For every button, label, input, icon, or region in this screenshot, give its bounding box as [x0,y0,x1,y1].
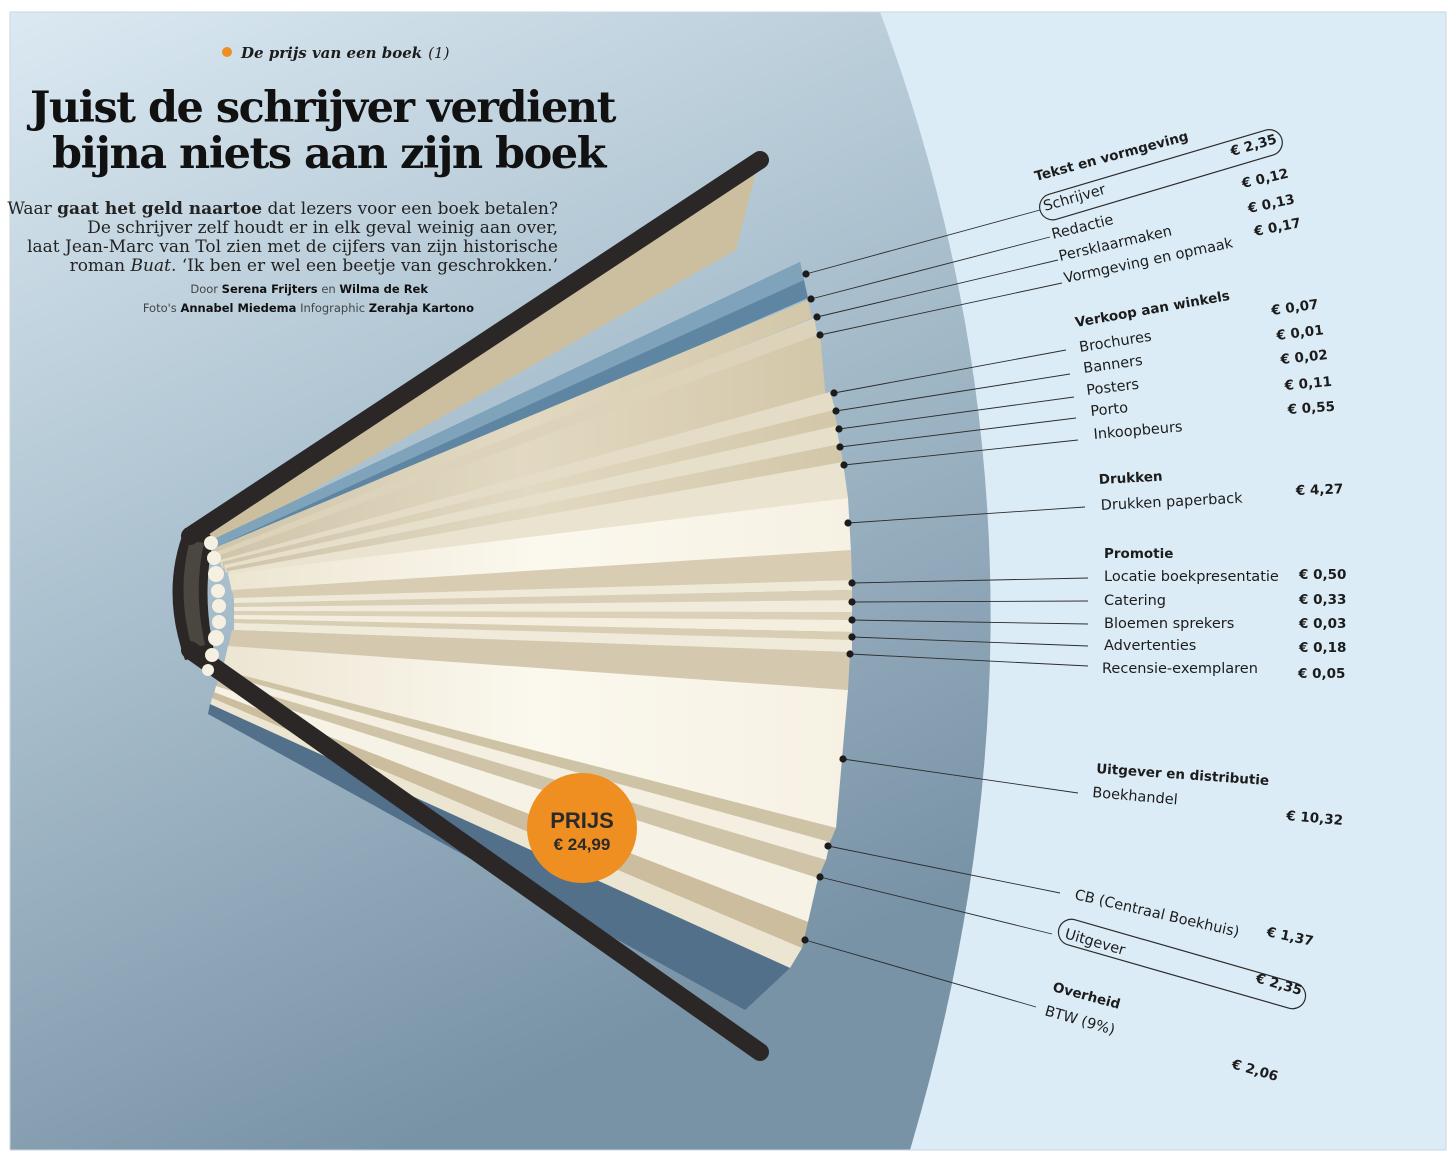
middle-pages [234,580,852,654]
author-2: Wilma de Rek [339,282,428,296]
intro-paragraph: Waar gaat het geld naartoe dat lezers vo… [7,200,558,276]
item-value-porto: € 0,11 [1283,374,1333,394]
lower-white-page [222,646,848,828]
intro-book-title: Buat [130,256,171,276]
group-title-promotie: Promotie [1104,546,1173,562]
item-value-drukken-paperback: € 4,27 [1295,481,1344,499]
item-value-boekhandel: € 10,32 [1285,808,1344,829]
top-cover [181,151,769,545]
item-value-recensie: € 0,05 [1297,666,1345,682]
photo-prefix: Foto's [142,301,177,315]
upper-white-shadow [232,550,852,600]
uitgever-highlight-pill [1057,918,1307,1010]
item-label-posters: Posters [1086,377,1140,399]
bottom-cover [181,641,769,1061]
item-value-catering: € 0,33 [1298,592,1346,608]
lower-white-shadow [228,630,850,690]
headline-line-2: bijna niets aan zijn boek [52,129,606,179]
kicker-part: (1) [428,44,450,62]
intro-line-4: roman Buat. ‘Ik ben er wel een beetje va… [7,257,558,276]
intro-line-3: laat Jean-Marc van Tol zien met de cijfe… [27,237,558,257]
item-value-brochures: € 0,07 [1269,297,1319,320]
item-value-locatie: € 0,50 [1298,567,1346,583]
intro-line-1: Waar gaat het geld naartoe dat lezers vo… [7,200,558,219]
item-label-inkoopbeurs: Inkoopbeurs [1093,419,1183,443]
kicker: De prijs van een boek (1) [222,44,449,62]
byline: Door Serena Frijters en Wilma de Rek [190,282,428,296]
item-label-locatie: Locatie boekpresentatie [1104,569,1279,585]
intro-line-4b: . ‘Ik ben er wel een beetje van geschrok… [170,256,558,276]
byline-and: en [321,282,336,296]
intro-line-2: De schrijver zelf houdt er in elk geval … [87,218,558,238]
infographic-prefix: Infographic [300,301,366,315]
infographic-designer: Zerahja Kartono [368,301,474,315]
price-badge-label: PRIJS [550,808,614,833]
item-value-banners: € 0,01 [1275,322,1325,344]
item-label-advertenties: Advertenties [1104,638,1196,654]
item-value-inkoopbeurs: € 0,55 [1286,399,1335,418]
schrijver-highlight-pill [1039,129,1283,221]
intro-rest: dat lezers voor een boek betalen? [262,199,558,219]
headline-line-1: Juist de schrijver verdient [30,83,616,133]
item-label-recensie: Recensie-exemplaren [1102,661,1258,677]
spine-inner [183,540,205,648]
author-1: Serena Frijters [221,282,318,296]
price-badge-value: € 24,99 [554,835,611,854]
item-value-posters: € 0,02 [1279,347,1329,368]
group-title-drukken: Drukken [1098,469,1163,488]
byline-prefix: Door [190,282,218,296]
page-frame [9,11,1447,1151]
price-badge [527,773,637,883]
upper-white-page [228,498,851,592]
kicker-dot [222,47,232,57]
intro-lead: Waar [7,199,58,219]
item-value-advertenties: € 0,18 [1298,640,1346,656]
item-label-catering: Catering [1104,593,1166,609]
upper-pages [214,300,848,580]
intro-line-4a: roman [69,256,131,276]
spine-page-loops [202,536,226,676]
item-label-boekhandel: Boekhandel [1092,785,1179,808]
kicker-label: De prijs van een boek [241,44,423,62]
photographer: Annabel Miedema [180,301,297,315]
item-value-bloemen: € 0,03 [1298,616,1346,632]
leader-dots [801,270,856,944]
blue-page-highlight [212,262,804,548]
item-label-drukken-paperback: Drukken paperback [1100,491,1243,514]
leader-lines [804,209,1089,1008]
photo-credits: Foto's Annabel Miedema Infographic Zerah… [143,301,474,315]
intro-bold: gaat het geld naartoe [57,199,263,219]
item-label-bloemen: Bloemen sprekers [1104,616,1234,632]
item-label-porto: Porto [1090,400,1129,420]
